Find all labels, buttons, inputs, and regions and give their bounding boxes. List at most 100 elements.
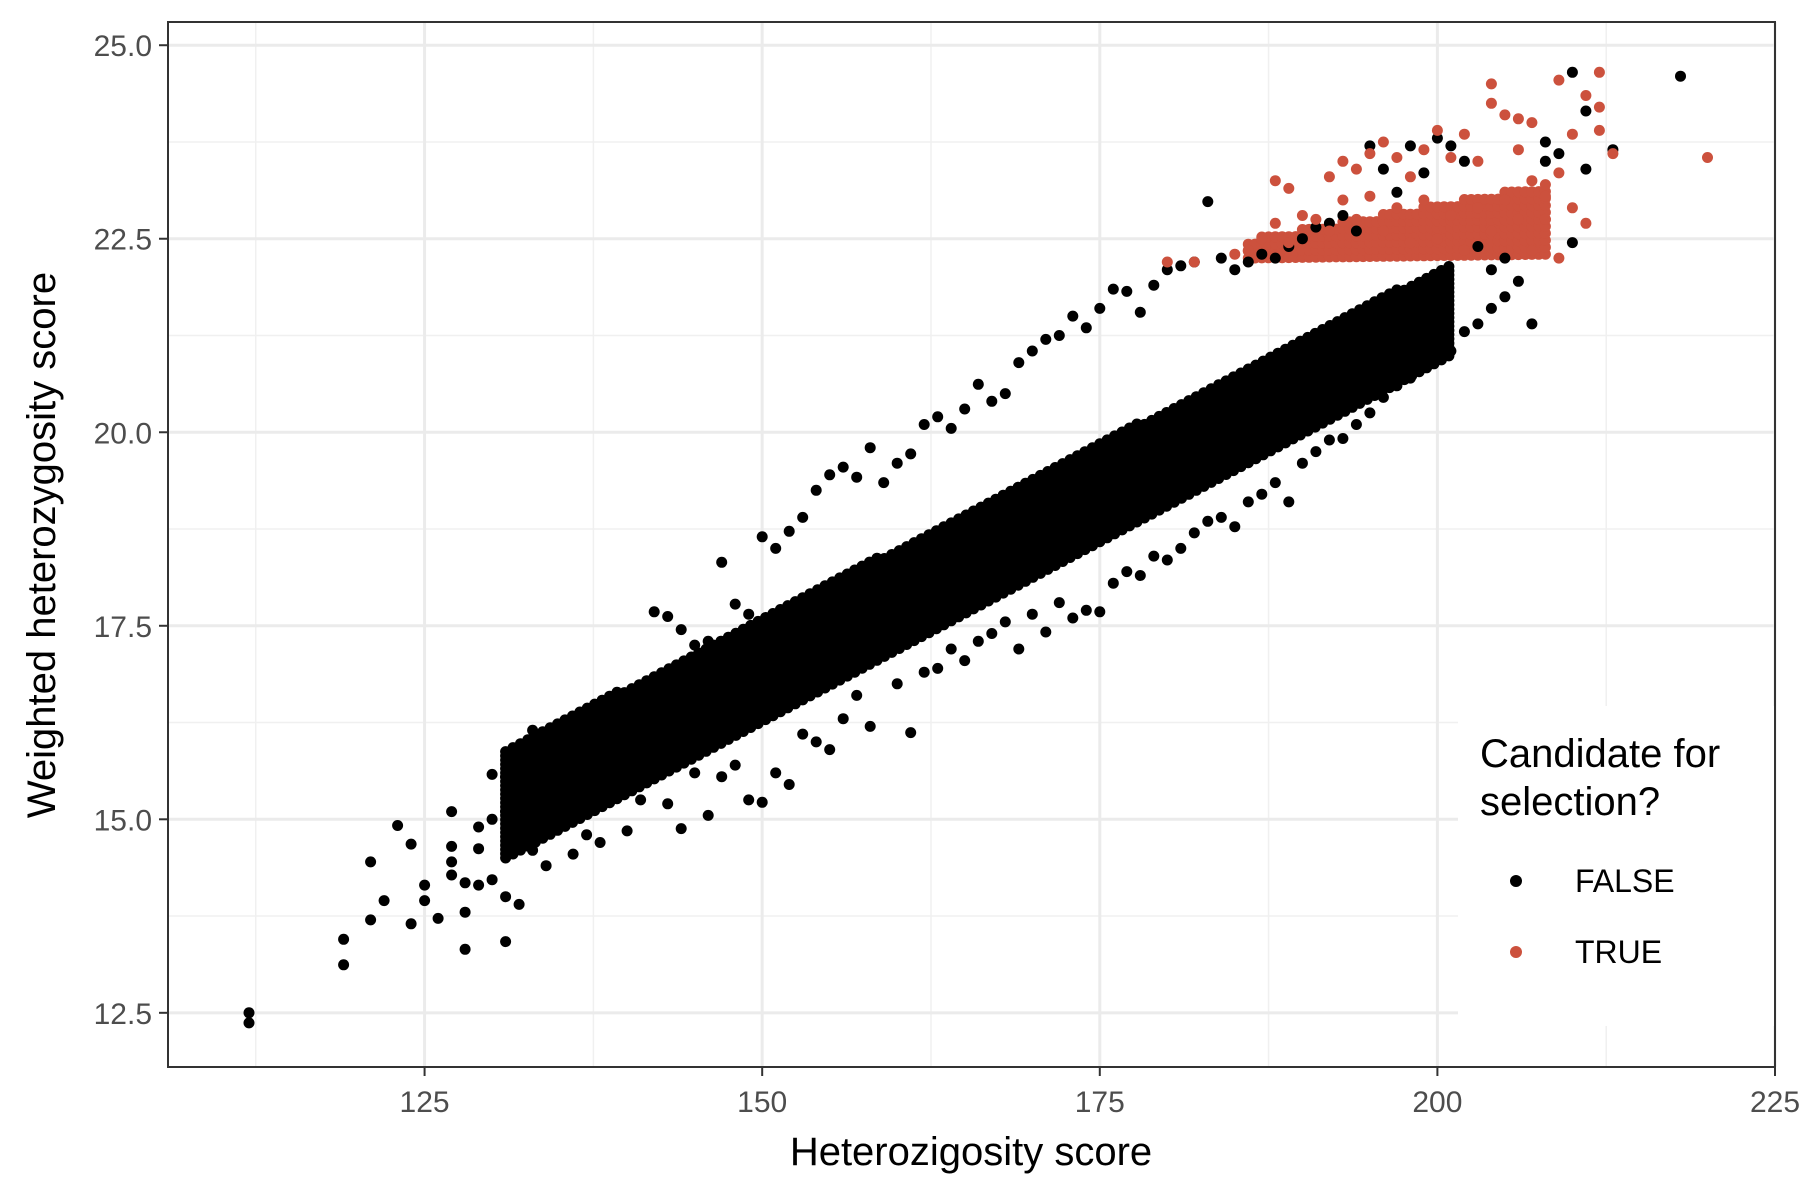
point-false — [1512, 275, 1524, 287]
point-false — [851, 689, 863, 701]
point-true — [1526, 117, 1538, 129]
point-false — [1391, 186, 1403, 198]
point-false — [1175, 542, 1187, 554]
point-true — [1580, 90, 1592, 101]
point-false — [1202, 196, 1214, 208]
point-true — [1702, 152, 1713, 163]
point-false — [743, 794, 755, 806]
point-false — [783, 525, 795, 537]
point-false — [810, 736, 822, 748]
point-false — [338, 959, 350, 971]
x-axis: 125 150 175 200 225 — [400, 1067, 1800, 1119]
point-false — [527, 771, 539, 783]
point-false — [338, 933, 350, 945]
y-axis: 12.5 15.0 17.5 20.0 22.5 25.0 — [94, 30, 168, 1031]
point-false — [1337, 433, 1349, 444]
point-false — [689, 639, 701, 651]
point-false — [608, 751, 620, 763]
point-false — [1310, 446, 1322, 458]
point-false — [675, 823, 687, 835]
point-true — [1539, 179, 1551, 191]
point-false — [864, 442, 876, 454]
point-false — [1229, 521, 1241, 533]
point-true — [1391, 202, 1403, 214]
point-false — [392, 820, 404, 831]
legend-key-false — [1510, 875, 1522, 887]
point-false — [581, 829, 593, 841]
point-false — [1445, 345, 1457, 357]
point-false — [419, 879, 431, 891]
point-false — [891, 457, 903, 469]
point-false — [513, 796, 525, 808]
point-false — [500, 936, 512, 948]
point-false — [1418, 361, 1430, 372]
point-true — [1499, 109, 1511, 121]
legend-label-true: TRUE — [1575, 934, 1662, 970]
point-true — [1499, 194, 1511, 206]
y-tick-label: 17.5 — [94, 611, 152, 644]
point-false — [986, 628, 998, 639]
y-tick-label: 15.0 — [94, 804, 152, 837]
point-false — [1067, 310, 1079, 322]
point-false — [959, 403, 971, 415]
legend-title-line-2: selection? — [1480, 780, 1660, 824]
point-false — [648, 606, 660, 618]
point-false — [1458, 155, 1470, 167]
point-false — [783, 779, 795, 790]
point-true — [1445, 152, 1457, 163]
point-false — [1350, 225, 1362, 237]
point-false — [1094, 302, 1106, 314]
point-false — [243, 1007, 255, 1019]
point-true — [1404, 171, 1416, 183]
point-false — [419, 895, 431, 907]
point-false — [594, 701, 606, 713]
point-true — [1512, 113, 1524, 125]
point-false — [999, 616, 1011, 628]
point-false — [1580, 163, 1592, 175]
point-false — [1364, 407, 1376, 419]
point-false — [824, 744, 836, 756]
point-false — [1080, 322, 1092, 334]
point-false — [378, 895, 390, 907]
legend-title-line-1: Candidate for — [1480, 732, 1720, 776]
point-false — [1094, 606, 1106, 618]
point-false — [621, 689, 633, 701]
y-tick-label: 22.5 — [94, 224, 152, 257]
point-true — [1539, 190, 1551, 202]
point-false — [1040, 626, 1052, 638]
point-true — [1512, 144, 1524, 156]
point-false — [567, 732, 579, 744]
x-tick-label: 175 — [1075, 1086, 1125, 1119]
point-false — [1256, 248, 1268, 260]
point-true — [1377, 225, 1389, 237]
point-false — [932, 662, 944, 674]
point-false — [459, 877, 471, 889]
point-true — [1472, 155, 1484, 167]
point-false — [864, 720, 876, 732]
point-false — [729, 598, 741, 610]
point-false — [648, 732, 660, 744]
point-true — [1269, 217, 1281, 229]
point-false — [1229, 264, 1241, 276]
point-true — [1472, 202, 1484, 214]
point-true — [1350, 213, 1362, 225]
point-false — [446, 840, 458, 852]
point-true — [1485, 97, 1497, 109]
point-true — [1418, 194, 1430, 206]
point-false — [513, 825, 525, 837]
point-false — [837, 461, 849, 473]
point-false — [635, 705, 647, 717]
point-false — [662, 611, 674, 622]
point-false — [932, 411, 944, 423]
point-false — [486, 813, 498, 825]
point-true — [1337, 194, 1349, 206]
point-true — [1269, 175, 1281, 187]
point-false — [1296, 457, 1308, 469]
point-false — [1458, 326, 1470, 338]
point-false — [446, 856, 458, 868]
x-tick-label: 125 — [400, 1086, 450, 1119]
point-true — [1566, 202, 1578, 214]
point-false — [1215, 511, 1227, 523]
point-true — [1418, 144, 1430, 156]
point-false — [972, 635, 984, 647]
